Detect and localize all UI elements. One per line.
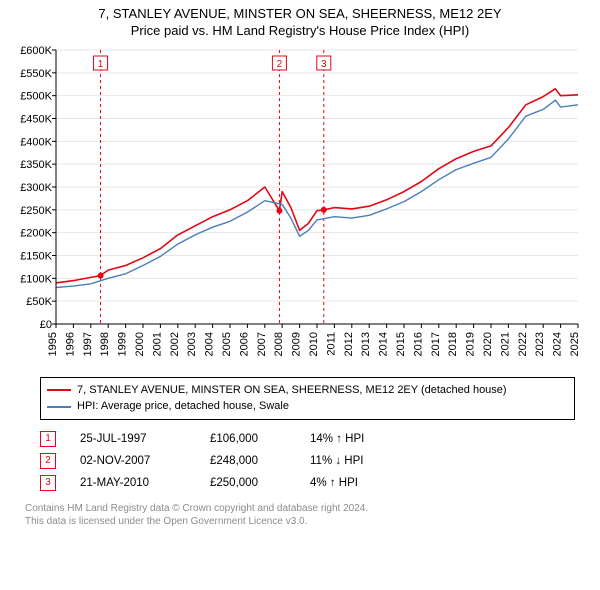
svg-text:3: 3 (321, 59, 327, 70)
page: 7, STANLEY AVENUE, MINSTER ON SEA, SHEER… (0, 0, 600, 590)
svg-text:2021: 2021 (499, 332, 511, 356)
marker-date: 21-MAY-2010 (80, 477, 210, 489)
svg-text:1997: 1997 (82, 332, 94, 356)
marker-row: 3 21-MAY-2010£250,0004% HPI (40, 472, 575, 494)
svg-text:2025: 2025 (569, 332, 581, 356)
marker-price: £248,000 (210, 455, 310, 467)
svg-text:£50K: £50K (26, 296, 52, 308)
marker-table: 1 25-JUL-1997£106,00014% HPI 2 02-NOV-2007£… (40, 428, 575, 494)
svg-text:£300K: £300K (20, 182, 52, 194)
svg-text:1995: 1995 (47, 332, 59, 356)
marker-date: 25-JUL-1997 (80, 433, 210, 445)
legend-label: 7, STANLEY AVENUE, MINSTER ON SEA, SHEER… (77, 382, 507, 399)
svg-text:2014: 2014 (378, 332, 390, 356)
marker-price: £106,000 (210, 433, 310, 445)
svg-text:£600K: £600K (20, 46, 52, 57)
svg-text:1998: 1998 (99, 332, 111, 356)
svg-text:2003: 2003 (186, 332, 198, 356)
svg-text:2019: 2019 (465, 332, 477, 356)
svg-text:2002: 2002 (169, 332, 181, 356)
svg-text:2016: 2016 (412, 332, 424, 356)
legend-swatch (47, 406, 71, 408)
marker-hpi: 14% HPI (310, 433, 364, 445)
svg-text:2011: 2011 (325, 332, 337, 356)
marker-price: £250,000 (210, 477, 310, 489)
marker-hpi: 11% HPI (310, 455, 363, 467)
marker-row: 2 02-NOV-2007£248,00011% HPI (40, 450, 575, 472)
svg-text:£400K: £400K (20, 136, 52, 148)
footer-line1: Contains HM Land Registry data © Crown c… (25, 502, 575, 515)
svg-text:£0: £0 (40, 319, 52, 331)
svg-text:1999: 1999 (117, 332, 129, 356)
chart-legend: 7, STANLEY AVENUE, MINSTER ON SEA, SHEER… (40, 377, 575, 420)
svg-text:£150K: £150K (20, 250, 52, 262)
svg-text:2020: 2020 (482, 332, 494, 356)
svg-text:2008: 2008 (273, 332, 285, 356)
legend-label: HPI: Average price, detached house, Swal… (77, 398, 289, 415)
marker-number-box: 3 (40, 475, 56, 491)
marker-row: 1 25-JUL-1997£106,00014% HPI (40, 428, 575, 450)
svg-text:2018: 2018 (447, 332, 459, 356)
legend-swatch (47, 389, 71, 391)
marker-number-box: 1 (40, 431, 56, 447)
svg-text:2017: 2017 (430, 332, 442, 356)
svg-text:2006: 2006 (238, 332, 250, 356)
legend-item: HPI: Average price, detached house, Swal… (47, 398, 568, 415)
legend-item: 7, STANLEY AVENUE, MINSTER ON SEA, SHEER… (47, 382, 568, 399)
svg-text:2001: 2001 (151, 332, 163, 356)
svg-text:2022: 2022 (517, 332, 529, 356)
svg-text:2000: 2000 (134, 332, 146, 356)
marker-number-box: 2 (40, 453, 56, 469)
svg-text:2007: 2007 (256, 332, 268, 356)
svg-text:2023: 2023 (534, 332, 546, 356)
svg-text:£350K: £350K (20, 159, 52, 171)
svg-text:2010: 2010 (308, 332, 320, 356)
chart: £0 £50K £100K £150K £200K £250K £300K £350K £400… (10, 46, 590, 371)
svg-text:1996: 1996 (64, 332, 76, 356)
marker-date: 02-NOV-2007 (80, 455, 210, 467)
svg-text:2005: 2005 (221, 332, 233, 356)
svg-text:2004: 2004 (204, 332, 216, 356)
svg-text:£500K: £500K (20, 90, 52, 102)
footer-attribution: Contains HM Land Registry data © Crown c… (25, 502, 575, 528)
title-address: 7, STANLEY AVENUE, MINSTER ON SEA, SHEER… (0, 6, 600, 23)
svg-text:2012: 2012 (343, 332, 355, 356)
chart-titles: 7, STANLEY AVENUE, MINSTER ON SEA, SHEER… (0, 0, 600, 40)
footer-line2: This data is licensed under the Open Gov… (25, 515, 575, 528)
svg-text:£100K: £100K (20, 273, 52, 285)
svg-text:1: 1 (98, 59, 104, 70)
title-subtitle: Price paid vs. HM Land Registry's House … (0, 23, 600, 40)
svg-text:2013: 2013 (360, 332, 372, 356)
line-chart-svg: £0 £50K £100K £150K £200K £250K £300K £350K £400… (10, 46, 590, 366)
svg-text:2024: 2024 (552, 332, 564, 356)
svg-text:£450K: £450K (20, 113, 52, 125)
svg-text:2009: 2009 (291, 332, 303, 356)
svg-text:£200K: £200K (20, 227, 52, 239)
svg-text:£250K: £250K (20, 205, 52, 217)
svg-text:£550K: £550K (20, 68, 52, 80)
svg-text:2: 2 (277, 59, 283, 70)
marker-hpi: 4% HPI (310, 477, 358, 489)
svg-text:2015: 2015 (395, 332, 407, 356)
